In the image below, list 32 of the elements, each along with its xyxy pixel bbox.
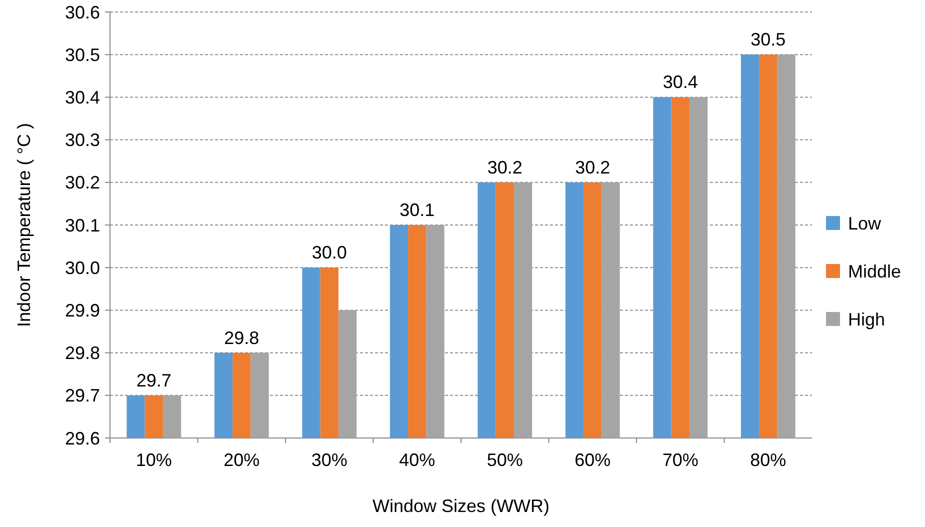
data-label: 30.5 (750, 30, 786, 50)
data-label: 29.8 (224, 328, 260, 348)
x-tick-label: 20% (224, 450, 260, 470)
data-label: 30.0 (312, 242, 347, 263)
y-tick-label: 30.2 (64, 172, 100, 193)
x-axis-title: Window Sizes (WWR) (372, 496, 550, 516)
y-tick-label: 30.0 (64, 258, 100, 278)
data-label: 30.4 (662, 72, 698, 92)
y-tick-label: 29.8 (64, 343, 100, 364)
y-tick-label: 29.9 (64, 300, 100, 320)
x-tick-label: 10% (136, 450, 172, 470)
y-tick-label: 30.4 (64, 88, 100, 108)
x-tick-label: 80% (750, 450, 786, 470)
data-label: 30.2 (487, 157, 522, 178)
y-tick-label: 29.7 (64, 386, 100, 406)
legend-label: Low (848, 213, 882, 234)
data-label: 30.2 (575, 157, 610, 178)
x-tick-label: 30% (311, 450, 348, 470)
x-tick-label: 40% (399, 450, 436, 470)
legend-label: High (848, 309, 886, 330)
data-label: 30.1 (400, 200, 435, 220)
y-tick-label: 30.6 (64, 2, 100, 22)
y-axis-title: Indoor Temperature ( °C ) (14, 123, 34, 327)
y-tick-label: 30.5 (64, 44, 100, 65)
y-tick-label: 30.3 (64, 130, 100, 150)
legend-label: Middle (848, 261, 902, 282)
y-tick-label: 29.6 (64, 428, 100, 448)
x-tick-label: 70% (662, 450, 698, 470)
x-tick-label: 50% (486, 450, 523, 470)
x-tick-label: 60% (574, 450, 611, 470)
y-tick-label: 30.1 (64, 215, 100, 236)
data-label: 29.7 (136, 370, 172, 390)
